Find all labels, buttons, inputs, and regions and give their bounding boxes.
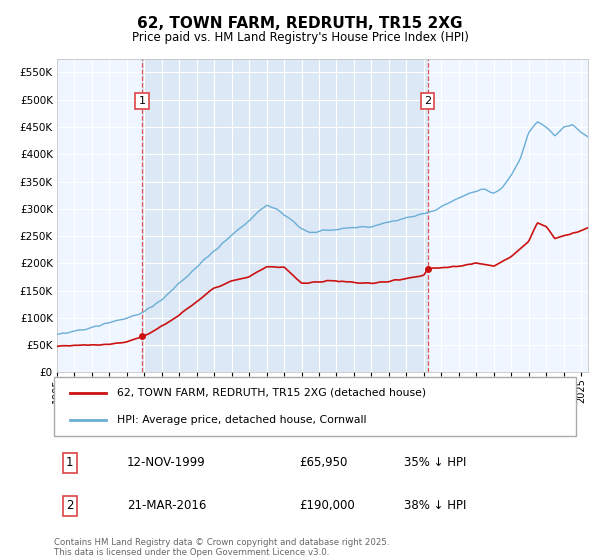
Text: 35% ↓ HPI: 35% ↓ HPI — [404, 456, 466, 469]
Text: Price paid vs. HM Land Registry's House Price Index (HPI): Price paid vs. HM Land Registry's House … — [131, 31, 469, 44]
Text: £65,950: £65,950 — [299, 456, 348, 469]
Text: 2: 2 — [66, 499, 73, 512]
Text: HPI: Average price, detached house, Cornwall: HPI: Average price, detached house, Corn… — [116, 415, 366, 425]
Text: 21-MAR-2016: 21-MAR-2016 — [127, 499, 206, 512]
Text: 12-NOV-1999: 12-NOV-1999 — [127, 456, 206, 469]
Bar — [142, 59, 428, 372]
Text: £190,000: £190,000 — [299, 499, 355, 512]
Text: 62, TOWN FARM, REDRUTH, TR15 2XG: 62, TOWN FARM, REDRUTH, TR15 2XG — [137, 16, 463, 31]
Text: 1: 1 — [66, 456, 73, 469]
Text: 1: 1 — [139, 96, 146, 106]
Text: Contains HM Land Registry data © Crown copyright and database right 2025.
This d: Contains HM Land Registry data © Crown c… — [54, 538, 389, 557]
Text: 2: 2 — [424, 96, 431, 106]
Text: 62, TOWN FARM, REDRUTH, TR15 2XG (detached house): 62, TOWN FARM, REDRUTH, TR15 2XG (detach… — [116, 388, 426, 398]
Text: 38% ↓ HPI: 38% ↓ HPI — [404, 499, 466, 512]
FancyBboxPatch shape — [54, 377, 576, 436]
